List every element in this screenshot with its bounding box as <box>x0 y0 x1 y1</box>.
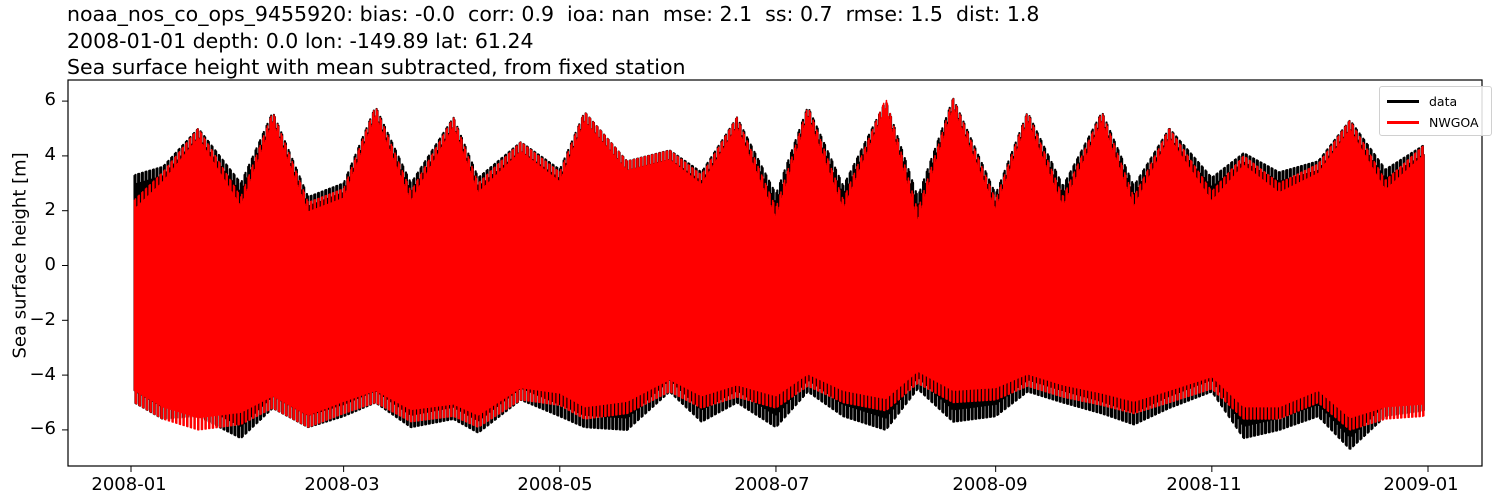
y-tick-marks <box>62 100 68 431</box>
y-tick-label: −6 <box>29 418 56 439</box>
legend: data NWGOA <box>1379 86 1492 136</box>
y-tick-label: 6 <box>44 89 56 110</box>
y-tick-label: −2 <box>29 309 56 330</box>
x-tick-marks <box>130 466 1429 472</box>
x-tick-label: 2008-01 <box>91 474 167 495</box>
legend-label: NWGOA <box>1429 114 1479 130</box>
legend-label: data <box>1429 93 1458 109</box>
legend-line-icon <box>1387 120 1419 124</box>
chart-title-location: 2008-01-01 depth: 0.0 lon: -149.89 lat: … <box>67 29 534 53</box>
series-group <box>133 97 1425 450</box>
y-tick-label: 4 <box>44 144 56 165</box>
x-tick-label: 2008-11 <box>1166 474 1242 495</box>
series-line-nwgoa <box>133 98 1425 431</box>
y-tick-label: 0 <box>44 254 56 275</box>
x-tick-label: 2008-05 <box>517 474 593 495</box>
chart-title-stats: noaa_nos_co_ops_9455920: bias: -0.0 corr… <box>67 2 1040 26</box>
x-tick-label: 2008-07 <box>734 474 810 495</box>
legend-line-icon <box>1387 99 1419 103</box>
x-tick-label: 2008-09 <box>952 474 1028 495</box>
x-tick-label: 2009-01 <box>1383 474 1459 495</box>
chart-title-description: Sea surface height with mean subtracted,… <box>67 55 686 79</box>
legend-item-data: data <box>1387 93 1457 109</box>
legend-item-nwgoa: NWGOA <box>1387 114 1479 130</box>
y-tick-label: −4 <box>29 364 56 385</box>
x-tick-label: 2008-03 <box>304 474 380 495</box>
y-tick-label: 2 <box>44 199 56 220</box>
axes-frame <box>67 79 1483 467</box>
